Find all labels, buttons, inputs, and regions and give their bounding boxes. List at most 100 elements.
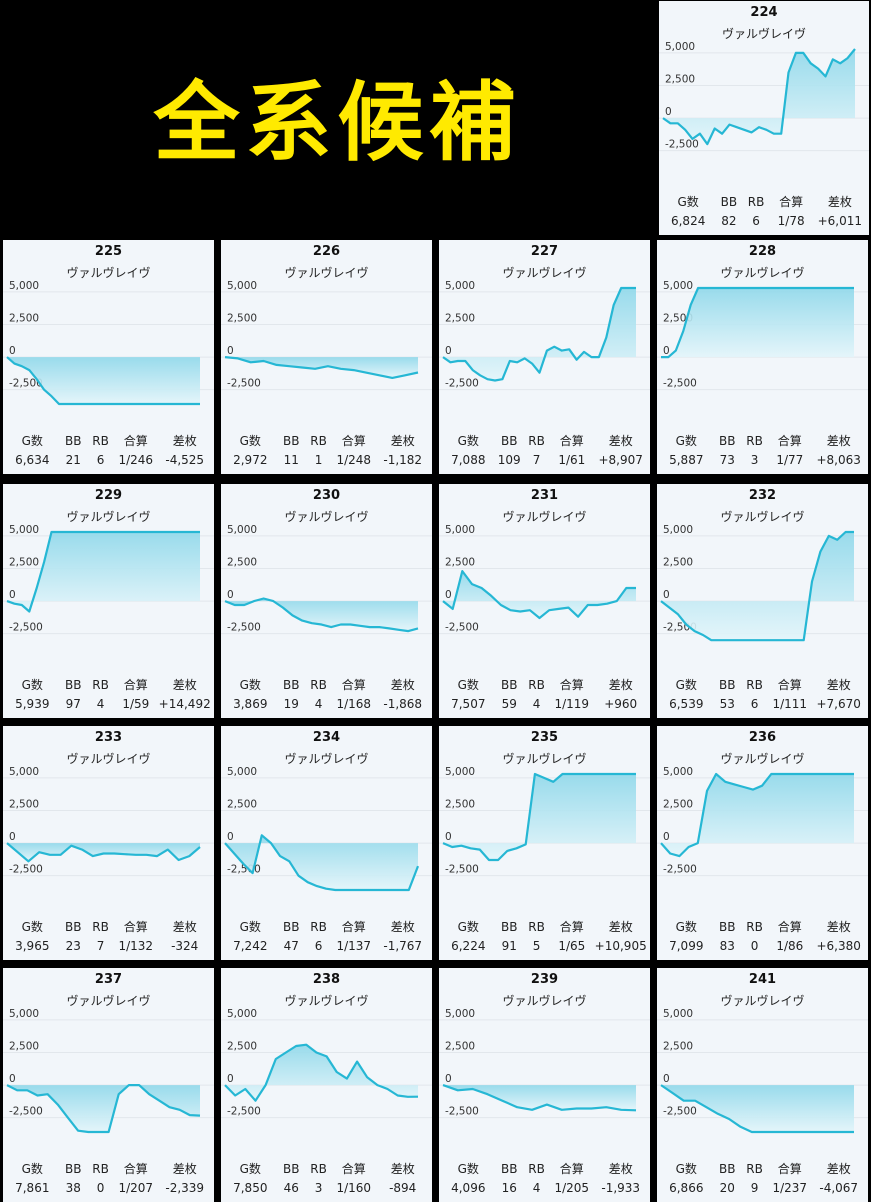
stat-header: 合算 bbox=[559, 1162, 584, 1176]
machine-card-227[interactable]: 227 ヴァルヴレイヴ 5,000 2,500 0 -2,500 G数 BB RB 合算 差枚… bbox=[439, 240, 650, 474]
y-tick-label: 2,500 bbox=[227, 556, 257, 568]
y-tick-label: 2,500 bbox=[663, 1040, 693, 1052]
stats-table: G数 BB RB 合算 差枚 7,861 38 0 1/207 -2,339 bbox=[5, 1160, 212, 1198]
difference-line bbox=[224, 1043, 419, 1102]
stat-header: G数 bbox=[457, 678, 479, 692]
y-tick-label: 5,000 bbox=[665, 41, 695, 53]
stat-diff: -4,525 bbox=[165, 453, 205, 467]
stat-header: G数 bbox=[21, 1162, 43, 1176]
stat-header: 差枚 bbox=[390, 1162, 415, 1176]
stat-combined: 1/248 bbox=[336, 453, 372, 467]
y-tick-label: 0 bbox=[663, 345, 670, 357]
machine-number: 231 bbox=[530, 488, 559, 503]
stat-header: RB bbox=[746, 434, 763, 448]
machine-card-232[interactable]: 232 ヴァルヴレイヴ 5,000 2,500 0 -2,500 G数 BB RB 合算 差枚… bbox=[657, 484, 868, 718]
machine-card-237[interactable]: 237 ヴァルヴレイヴ 5,000 2,500 0 -2,500 G数 BB RB 合算 差枚… bbox=[3, 968, 214, 1202]
y-tick-label: -2,500 bbox=[663, 378, 697, 390]
stat-games: 6,224 bbox=[451, 939, 486, 953]
machine-card-235[interactable]: 235 ヴァルヴレイヴ 5,000 2,500 0 -2,500 G数 BB RB 合算 差枚… bbox=[439, 726, 650, 960]
stat-bb: 91 bbox=[501, 939, 517, 953]
stat-header: G数 bbox=[457, 1162, 479, 1176]
machine-card-224[interactable]: 224 ヴァルヴレイヴ 5,000 2,500 0 -2,500 G数 BB RB 合算 差枚… bbox=[659, 1, 869, 235]
y-tick-label: 2,500 bbox=[445, 798, 475, 810]
machine-card-236[interactable]: 236 ヴァルヴレイヴ 5,000 2,500 0 -2,500 G数 BB RB 合算 差枚… bbox=[657, 726, 868, 960]
stat-header: RB bbox=[310, 1162, 327, 1176]
y-tick-label: -2,500 bbox=[663, 1106, 697, 1118]
y-tick-label: 2,500 bbox=[9, 312, 39, 324]
stat-header: 差枚 bbox=[608, 1162, 633, 1176]
y-tick-label: 2,500 bbox=[9, 556, 39, 568]
difference-area bbox=[661, 774, 854, 857]
stat-rb: 3 bbox=[750, 453, 759, 467]
difference-area bbox=[661, 532, 854, 641]
machine-number: 226 bbox=[312, 244, 341, 259]
machine-card-233[interactable]: 233 ヴァルヴレイヴ 5,000 2,500 0 -2,500 G数 BB RB 合算 差枚… bbox=[3, 726, 214, 960]
stat-header: 合算 bbox=[559, 434, 584, 448]
stats-table: G数 BB RB 合算 差枚 7,242 47 6 1/137 -1,767 bbox=[223, 918, 430, 956]
stat-games: 5,939 bbox=[15, 697, 50, 711]
stat-combined: 1/77 bbox=[776, 453, 804, 467]
machine-name: ヴァルヴレイヴ bbox=[720, 994, 805, 1008]
machine-card-225[interactable]: 225 ヴァルヴレイヴ 5,000 2,500 0 -2,500 G数 BB RB 合算 差枚… bbox=[3, 240, 214, 474]
stat-games: 7,088 bbox=[451, 453, 486, 467]
y-tick-label: 5,000 bbox=[663, 766, 693, 778]
y-tick-label: 0 bbox=[445, 1073, 452, 1085]
stat-header: RB bbox=[746, 920, 763, 934]
y-tick-label: 2,500 bbox=[663, 556, 693, 568]
stat-bb: 83 bbox=[719, 939, 735, 953]
y-tick-label: 5,000 bbox=[227, 1008, 257, 1020]
stat-header: 差枚 bbox=[826, 434, 851, 448]
y-tick-label: 2,500 bbox=[663, 798, 693, 810]
stat-header: 合算 bbox=[341, 1162, 366, 1176]
machine-card-230[interactable]: 230 ヴァルヴレイヴ 5,000 2,500 0 -2,500 G数 BB RB 合算 差枚… bbox=[221, 484, 432, 718]
stat-rb: 5 bbox=[532, 939, 541, 953]
machine-card-241[interactable]: 241 ヴァルヴレイヴ 5,000 2,500 0 -2,500 G数 BB RB 合算 差枚… bbox=[657, 968, 868, 1202]
stat-header: 合算 bbox=[777, 678, 802, 692]
stat-header: 合算 bbox=[777, 434, 802, 448]
stat-games: 5,887 bbox=[669, 453, 704, 467]
y-tick-label: 5,000 bbox=[227, 524, 257, 536]
stat-header: RB bbox=[747, 195, 765, 209]
y-tick-label: -2,500 bbox=[227, 1106, 261, 1118]
machine-name: ヴァルヴレイヴ bbox=[284, 752, 369, 766]
difference-line bbox=[6, 1083, 201, 1134]
stat-header: BB bbox=[64, 678, 82, 692]
machine-card-234[interactable]: 234 ヴァルヴレイヴ 5,000 2,500 0 -2,500 G数 BB RB 合算 差枚… bbox=[221, 726, 432, 960]
stat-header: RB bbox=[746, 678, 763, 692]
stat-diff: +14,492 bbox=[158, 697, 211, 711]
machine-name: ヴァルヴレイヴ bbox=[284, 994, 369, 1008]
difference-area bbox=[225, 1044, 418, 1101]
stat-combined: 1/119 bbox=[554, 697, 590, 711]
machine-card-229[interactable]: 229 ヴァルヴレイヴ 5,000 2,500 0 -2,500 G数 BB RB 合算 差枚… bbox=[3, 484, 214, 718]
difference-line bbox=[224, 597, 419, 633]
stat-header: G数 bbox=[239, 1162, 261, 1176]
stat-header: RB bbox=[92, 1162, 109, 1176]
machine-number: 227 bbox=[530, 244, 559, 259]
stat-header: 差枚 bbox=[826, 678, 851, 692]
machine-card-239[interactable]: 239 ヴァルヴレイヴ 5,000 2,500 0 -2,500 G数 BB RB 合算 差枚… bbox=[439, 968, 650, 1202]
stat-header: BB bbox=[500, 1162, 518, 1176]
title-banner: 全系候補 bbox=[0, 0, 655, 238]
stat-header: 差枚 bbox=[826, 1162, 851, 1176]
machine-number: 238 bbox=[312, 972, 341, 987]
stat-bb: 19 bbox=[283, 697, 299, 711]
difference-line bbox=[442, 772, 636, 862]
difference-area bbox=[225, 835, 418, 890]
machine-card-231[interactable]: 231 ヴァルヴレイヴ 5,000 2,500 0 -2,500 G数 BB RB 合算 差枚… bbox=[439, 484, 650, 718]
machine-name: ヴァルヴレイヴ bbox=[66, 994, 151, 1008]
stat-diff: -1,767 bbox=[383, 939, 423, 953]
y-tick-label: -2,500 bbox=[445, 378, 479, 390]
machine-card-228[interactable]: 228 ヴァルヴレイヴ 5,000 2,500 0 -2,500 G数 BB RB 合算 差枚… bbox=[657, 240, 868, 474]
stat-header: BB bbox=[720, 195, 738, 209]
stat-header: BB bbox=[718, 920, 736, 934]
y-tick-label: 5,000 bbox=[663, 524, 693, 536]
machine-card-226[interactable]: 226 ヴァルヴレイヴ 5,000 2,500 0 -2,500 G数 BB RB 合算 差枚… bbox=[221, 240, 432, 474]
machine-card-238[interactable]: 238 ヴァルヴレイヴ 5,000 2,500 0 -2,500 G数 BB RB 合算 差枚… bbox=[221, 968, 432, 1202]
y-tick-label: 2,500 bbox=[445, 1040, 475, 1052]
